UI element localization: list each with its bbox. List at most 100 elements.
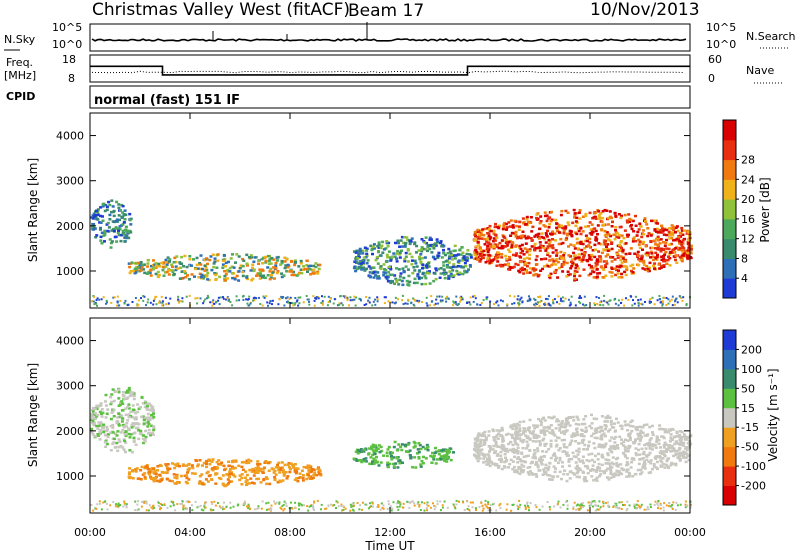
data-cell [521,446,525,450]
data-cell [377,464,381,467]
data-cell [608,428,612,431]
data-cell [270,504,273,507]
data-cell [500,239,504,242]
data-cell [417,442,421,445]
data-cell [122,221,126,224]
data-cell [243,476,247,479]
data-cell [591,231,595,234]
data-cell [659,446,662,449]
data-cell [256,460,260,463]
data-cell [441,504,444,507]
data-cell [616,464,620,467]
data-cell [404,302,407,305]
data-cell [624,273,628,277]
data-cell [416,273,420,276]
data-cell [283,507,286,510]
data-cell [518,304,520,307]
data-cell [437,267,440,271]
data-cell [653,219,657,222]
data-cell [368,271,372,274]
data-cell [512,465,516,469]
data-cell [614,302,617,305]
data-cell [540,245,544,248]
data-cell [607,430,611,433]
data-cell [594,431,598,434]
data-cell [456,253,460,256]
data-cell [580,260,584,263]
data-cell [124,391,128,394]
data-cell [491,462,495,466]
data-cell [108,213,112,217]
data-cell [233,475,237,478]
data-cell [224,261,228,265]
data-cell [593,227,597,230]
data-cell [543,444,547,447]
data-cell [245,473,249,477]
data-cell [671,234,675,237]
data-cell [137,500,140,503]
data-cell [491,259,495,262]
data-cell [255,297,258,300]
data-cell [662,233,666,236]
data-cell [491,448,495,451]
data-cell [249,269,253,272]
data-cell [178,301,181,304]
data-cell [600,220,604,224]
data-cell [657,438,661,442]
data-cell [457,259,461,262]
data-cell [479,254,483,258]
data-cell [474,245,478,248]
data-cell [601,470,605,473]
data-cell [480,452,484,455]
data-cell [398,278,402,281]
data-cell [129,410,133,414]
data-cell [386,256,390,259]
data-cell [105,302,107,305]
data-cell [639,505,642,508]
data-cell [391,255,395,259]
data-cell [290,270,294,273]
data-cell [492,237,496,240]
data-cell [373,452,377,456]
data-cell [579,302,582,305]
data-cell [204,266,208,269]
data-cell [253,296,256,299]
data-cell [434,505,437,508]
data-cell [521,230,525,233]
data-cell [577,211,581,214]
data-cell [579,242,583,245]
data-cell [625,219,629,222]
data-cell [543,237,547,241]
data-cell [578,468,582,471]
data-cell [526,220,530,224]
data-cell [663,430,667,434]
data-cell [603,229,607,233]
data-cell [669,250,673,254]
data-cell [289,296,292,299]
data-cell [656,247,660,251]
data-cell [150,264,153,268]
data-cell [649,250,653,254]
data-cell [205,465,208,469]
data-cell [257,477,261,481]
data-cell [687,244,691,247]
data-cell [603,299,605,302]
data-cell [413,456,417,459]
data-cell [426,501,429,504]
data-cell [667,247,671,251]
data-cell [660,435,664,438]
data-cell [153,263,157,266]
data-cell [605,234,609,237]
data-cell [235,253,239,256]
data-cell [544,471,548,474]
data-cell [445,455,449,458]
data-cell [355,459,359,462]
data-cell [485,298,488,301]
data-cell [555,254,559,257]
data-cell [577,229,581,233]
data-cell [593,499,596,502]
data-cell [534,247,538,250]
data-cell [608,239,612,242]
data-cell [595,239,598,242]
data-cell [455,499,458,502]
